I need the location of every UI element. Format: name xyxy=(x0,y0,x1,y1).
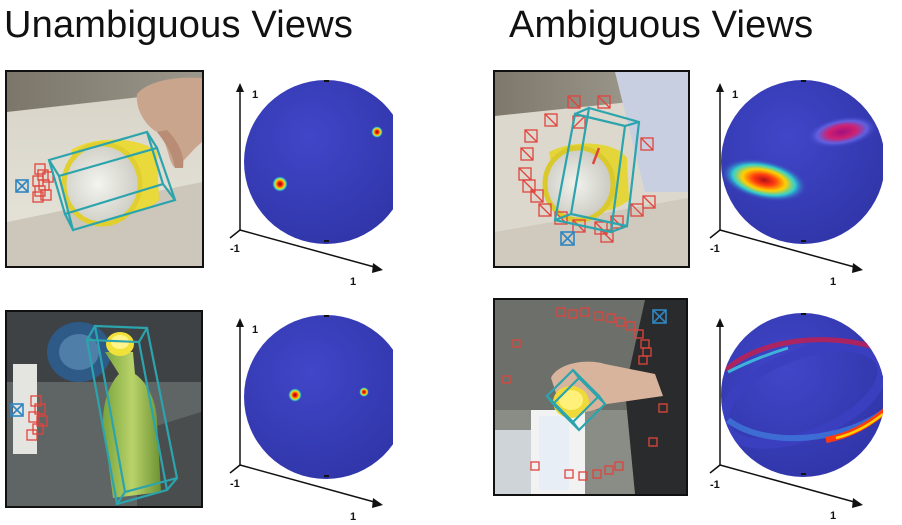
sphere-unambiguous-bottom: 1 -1 1 xyxy=(229,315,393,520)
candidate-boxes xyxy=(32,163,54,203)
axis-label-x: -1 xyxy=(230,243,240,255)
heat-blob xyxy=(806,115,878,149)
axis-label-x: -1 xyxy=(710,243,720,255)
photo-ambiguous-can xyxy=(493,298,688,496)
photo-unambiguous-cup xyxy=(5,70,204,268)
heat-peak xyxy=(359,387,369,397)
axis-label-z: 1 xyxy=(732,89,738,101)
axis-label-x: -1 xyxy=(710,479,720,491)
heat-peak xyxy=(288,388,302,402)
bbox-3d xyxy=(85,324,179,506)
bbox-3d xyxy=(545,368,607,432)
axis-label-y: 1 xyxy=(830,276,836,285)
bbox-3d xyxy=(553,106,641,234)
axis-label-z: 1 xyxy=(252,89,258,101)
heading-ambiguous-views: Ambiguous Views xyxy=(509,4,814,46)
photo-unambiguous-bottle xyxy=(5,310,203,508)
heat-peak xyxy=(371,126,383,138)
axis-label-y: 1 xyxy=(350,276,356,285)
axis-label-y: 1 xyxy=(350,511,356,520)
heading-unambiguous-views: Unambiguous Views xyxy=(4,4,354,46)
axis-label-y: 1 xyxy=(830,510,836,520)
bbox-3d xyxy=(47,130,177,232)
sphere-unambiguous-top: 1 -1 1 xyxy=(229,80,393,285)
selected-box xyxy=(560,231,575,246)
sphere-ambiguous-top: 1 -1 1 xyxy=(709,80,883,285)
heat-blob xyxy=(720,158,808,202)
selected-box xyxy=(10,403,24,417)
photo-ambiguous-cup xyxy=(493,70,690,268)
heat-peak xyxy=(272,176,288,192)
candidate-boxes xyxy=(502,307,668,481)
axis-label-x: -1 xyxy=(230,478,240,490)
axis-label-z: 1 xyxy=(252,324,258,336)
selected-box xyxy=(15,179,29,193)
sphere-ambiguous-bottom: -1 1 xyxy=(709,313,883,520)
selected-box xyxy=(652,309,667,324)
candidate-boxes xyxy=(26,395,48,441)
